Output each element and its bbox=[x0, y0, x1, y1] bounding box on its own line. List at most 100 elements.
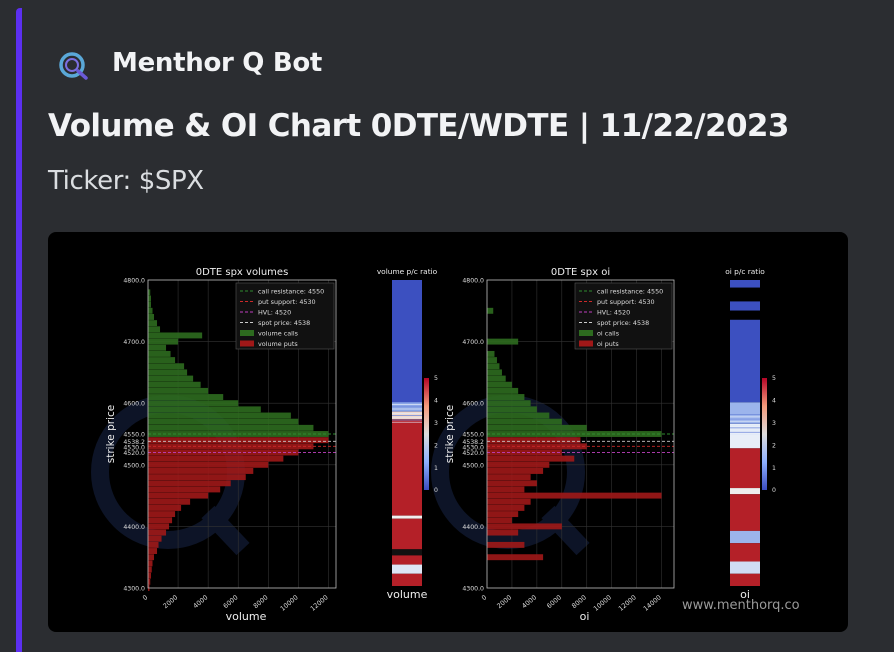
call-bar bbox=[148, 418, 299, 425]
call-bar bbox=[487, 307, 494, 314]
colorbar-tick-label: 5 bbox=[434, 375, 438, 382]
ratio-band bbox=[730, 543, 760, 562]
colorbar-tick-label: 4 bbox=[772, 398, 776, 405]
ratio-band bbox=[392, 280, 422, 403]
y-tick-label: 4600.0 bbox=[462, 401, 484, 408]
y-tick-label: 4500.0 bbox=[462, 462, 484, 469]
ratio-band bbox=[730, 280, 760, 288]
x-axis-label: oi bbox=[580, 610, 590, 623]
colorbar-tick-label: 1 bbox=[772, 465, 776, 472]
ratio-band bbox=[730, 448, 760, 489]
put-bar bbox=[148, 523, 170, 530]
put-bar bbox=[148, 566, 152, 573]
call-bar bbox=[487, 369, 502, 376]
x-tick-label: 6000 bbox=[545, 593, 563, 610]
put-bar bbox=[148, 529, 167, 536]
put-bar bbox=[148, 455, 284, 462]
x-tick-label: 2000 bbox=[495, 593, 513, 610]
call-bar bbox=[148, 412, 291, 419]
bot-avatar-icon[interactable] bbox=[56, 48, 90, 82]
put-bar bbox=[487, 541, 525, 548]
ratio-band bbox=[730, 287, 760, 302]
put-bar bbox=[148, 480, 231, 487]
call-bar bbox=[487, 418, 562, 425]
y-tick-label: 4600.0 bbox=[123, 401, 145, 408]
call-bar bbox=[487, 338, 519, 345]
put-bar bbox=[148, 572, 152, 579]
watermark-tail-icon bbox=[201, 505, 250, 556]
x-tick-label: 8000 bbox=[252, 593, 270, 610]
ratio-title: oi p/c ratio bbox=[725, 267, 765, 276]
legend-box bbox=[574, 282, 673, 350]
x-tick-label: 10000 bbox=[592, 593, 613, 612]
legend-label: spot price: 4538 bbox=[258, 319, 310, 327]
y-tick-label: 4538.2 bbox=[462, 439, 484, 446]
put-bar bbox=[487, 480, 537, 487]
ratio-band bbox=[730, 573, 760, 586]
put-bar bbox=[487, 523, 562, 530]
ratio-panel-1: volume p/c ratio volume 0 1 2 3 4 5 bbox=[377, 267, 438, 601]
y-tick-label: 4300.0 bbox=[123, 586, 145, 593]
chart-image[interactable]: 4800.0 4700.0 4600.0 4550.0 4538.2 4530.0 4520… bbox=[48, 232, 848, 632]
y-axis-label: strike price bbox=[105, 405, 117, 463]
x-tick-label: 10000 bbox=[279, 593, 300, 612]
bot-name[interactable]: Menthor Q Bot bbox=[112, 48, 323, 78]
legend-label: call resistance: 4550 bbox=[258, 287, 324, 295]
y-tick-label: 4530.0 bbox=[462, 444, 484, 451]
put-bar bbox=[148, 486, 221, 493]
embed-title: Volume & OI Chart 0DTE/WDTE | 11/22/2023 bbox=[48, 108, 789, 144]
chart-title: 0DTE spx volumes bbox=[196, 267, 289, 278]
put-bar bbox=[487, 498, 531, 505]
chart-panel-1: 4800.0 4700.0 4600.0 4550.04538.24530.04520… bbox=[105, 267, 337, 623]
call-bar bbox=[148, 338, 179, 345]
ratio-band bbox=[730, 530, 760, 544]
call-bar bbox=[487, 357, 497, 364]
x-tick-label: 4000 bbox=[192, 593, 210, 610]
call-bar bbox=[148, 307, 153, 314]
put-bar bbox=[148, 517, 173, 524]
ratio-band bbox=[730, 402, 760, 424]
put-bar bbox=[487, 455, 575, 462]
x-axis-label: volume bbox=[226, 610, 267, 623]
put-bar bbox=[148, 511, 176, 518]
put-bar bbox=[148, 461, 269, 468]
embed-description: Ticker: $SPX bbox=[48, 166, 204, 196]
call-bar bbox=[148, 313, 155, 320]
colorbar-tick-label: 3 bbox=[772, 420, 776, 427]
call-bar bbox=[487, 406, 537, 413]
call-bar bbox=[148, 350, 171, 357]
put-bar bbox=[487, 474, 531, 481]
legend-label: put support: 4530 bbox=[258, 298, 316, 306]
chart-panel-2: 4800.0 4700.0 4600.0 4550.04538.24530.04520… bbox=[444, 267, 675, 623]
legend-label: oi puts bbox=[597, 340, 619, 348]
put-bar bbox=[487, 511, 519, 518]
colorbar-tick-label: 1 bbox=[434, 465, 438, 472]
put-bar bbox=[148, 467, 254, 474]
call-bar bbox=[148, 387, 209, 394]
legend-label: HVL: 4520 bbox=[258, 308, 291, 316]
y-tick-label: 4800.0 bbox=[123, 278, 145, 285]
x-tick-label: 6000 bbox=[222, 593, 240, 610]
legend-box bbox=[235, 282, 335, 350]
put-bar bbox=[487, 492, 662, 499]
put-bar bbox=[487, 554, 544, 561]
call-bar bbox=[148, 301, 152, 308]
colorbar-tick-label: 0 bbox=[772, 487, 776, 494]
colorbar bbox=[762, 378, 767, 490]
colorbar-tick-label: 5 bbox=[772, 375, 776, 382]
put-bar bbox=[487, 486, 525, 493]
call-bar bbox=[148, 400, 239, 407]
x-tick-label: 0 bbox=[141, 593, 149, 602]
chart-title: 0DTE spx oi bbox=[551, 267, 610, 278]
call-bar bbox=[148, 295, 152, 302]
watermark-text: www.menthorq.co bbox=[682, 598, 800, 613]
ratio-band bbox=[730, 301, 760, 311]
call-bar bbox=[148, 363, 185, 370]
call-bar bbox=[487, 381, 512, 388]
put-bar bbox=[148, 541, 159, 548]
ratio-panel-2: oi p/c ratio oi 0 1 2 3 4 5 bbox=[725, 267, 776, 601]
put-bar bbox=[148, 504, 182, 511]
x-tick-label: 4000 bbox=[520, 593, 538, 610]
ratio-band bbox=[392, 549, 422, 556]
x-tick-label: 12000 bbox=[617, 593, 638, 612]
